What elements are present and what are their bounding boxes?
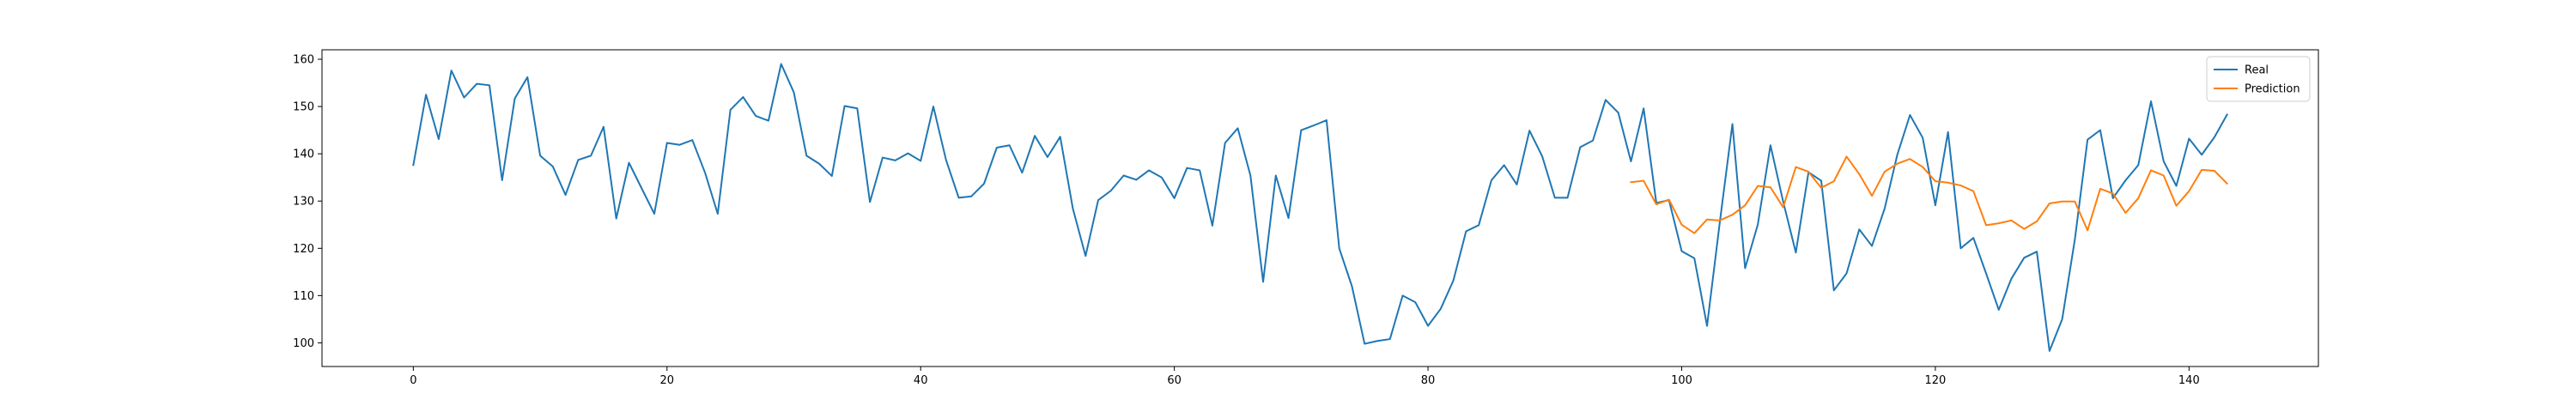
y-tick-label: 100 <box>293 337 314 350</box>
x-axis-ticks: 0 20 40 60 80 100 120 140 <box>410 367 2200 387</box>
x-tick-label: 80 <box>1421 374 1436 387</box>
x-tick-label: 0 <box>410 374 416 387</box>
x-tick-label: 60 <box>1167 374 1182 387</box>
series-line-prediction <box>1630 155 2229 234</box>
y-tick-label: 130 <box>293 196 314 209</box>
x-tick-label: 20 <box>660 374 675 387</box>
x-tick-label: 140 <box>2178 374 2200 387</box>
x-tick-label: 100 <box>1671 374 1692 387</box>
legend-label: Prediction <box>2245 83 2300 96</box>
y-tick-label: 120 <box>293 243 314 256</box>
y-tick-label: 150 <box>293 101 314 114</box>
legend-label: Real <box>2245 64 2269 77</box>
series-layer <box>412 63 2229 352</box>
x-tick-label: 40 <box>914 374 928 387</box>
plot-area <box>321 49 2319 367</box>
series-line-real <box>412 63 2229 352</box>
y-tick-label: 140 <box>293 148 314 161</box>
y-tick-label: 110 <box>293 290 314 303</box>
y-tick-label: 160 <box>293 54 314 67</box>
x-tick-label: 120 <box>1924 374 1946 387</box>
legend: Real Prediction <box>2206 56 2311 102</box>
legend-box <box>2206 56 2311 102</box>
y-axis-ticks: 100 110 120 130 140 150 160 <box>293 54 322 350</box>
